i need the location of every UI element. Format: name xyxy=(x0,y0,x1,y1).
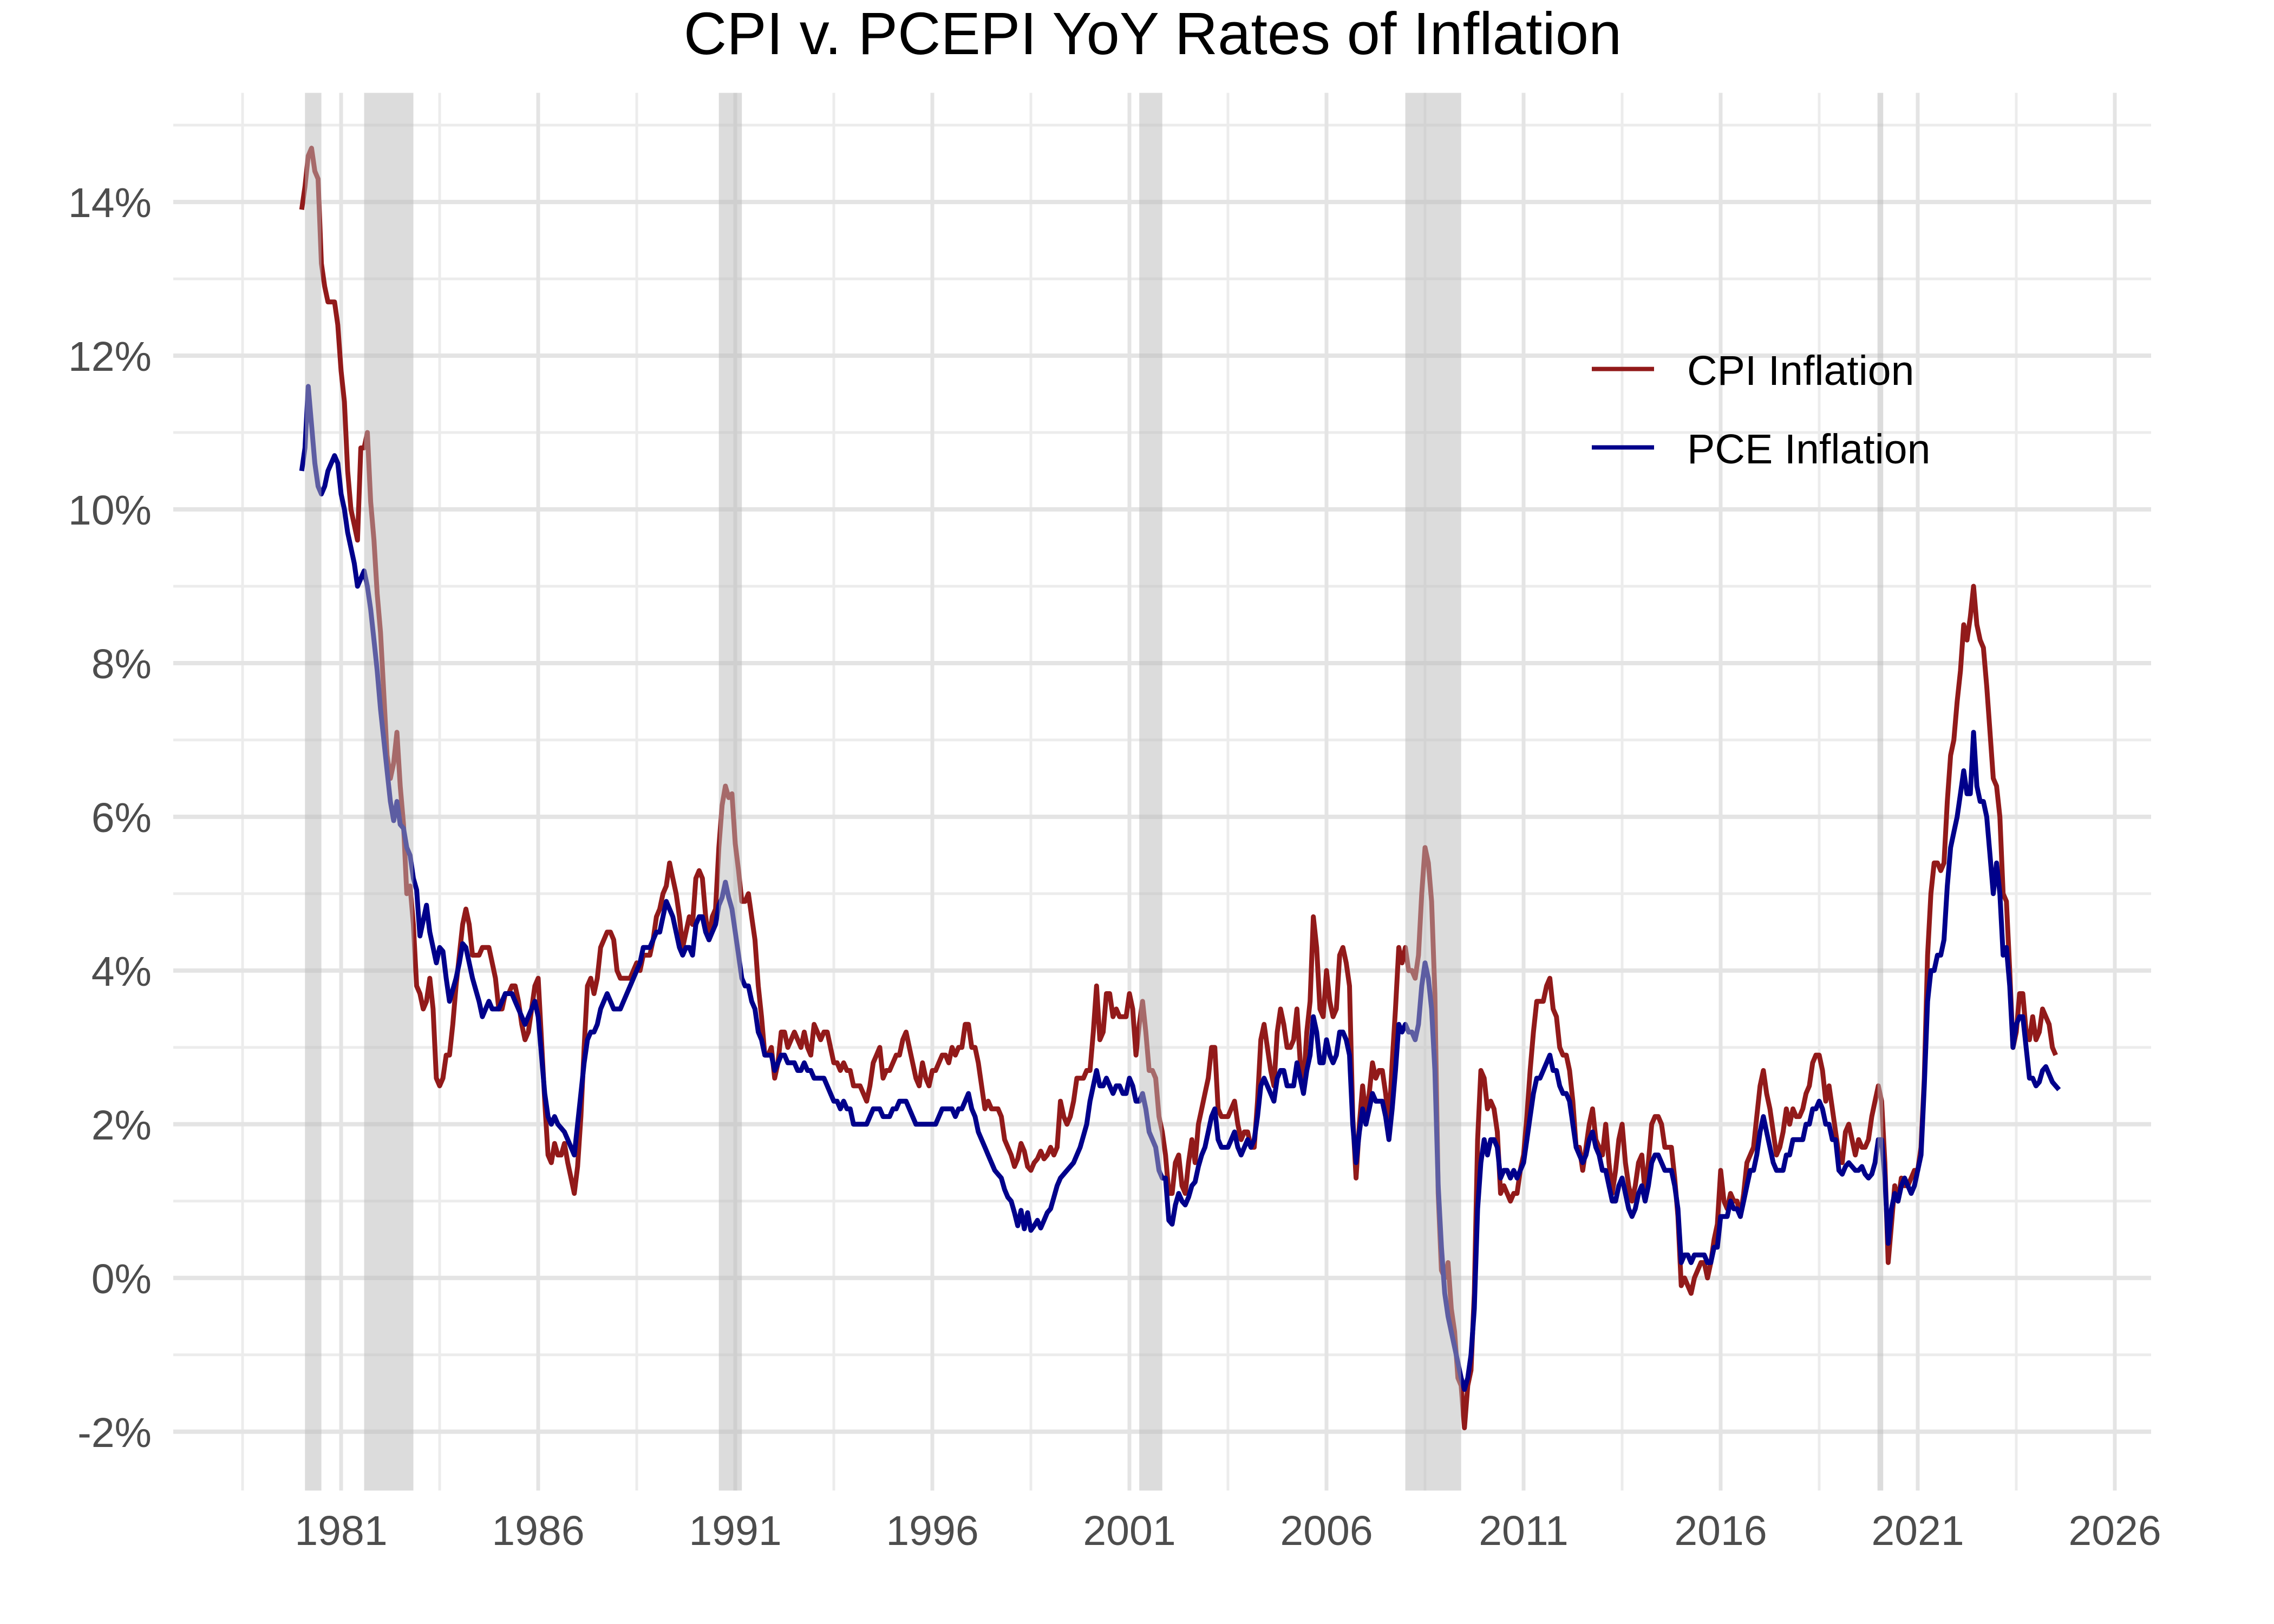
svg-text:PCE Inflation: PCE Inflation xyxy=(1687,426,1930,473)
svg-text:2021: 2021 xyxy=(1871,1508,1964,1554)
svg-text:CPI Inflation: CPI Inflation xyxy=(1687,348,1914,394)
svg-text:2001: 2001 xyxy=(1083,1508,1175,1554)
svg-text:10%: 10% xyxy=(68,487,152,534)
svg-text:2026: 2026 xyxy=(2068,1508,2161,1554)
svg-text:1991: 1991 xyxy=(689,1508,781,1554)
svg-text:2016: 2016 xyxy=(1674,1508,1767,1554)
svg-text:0%: 0% xyxy=(92,1256,152,1302)
svg-text:4%: 4% xyxy=(92,948,152,995)
svg-text:1986: 1986 xyxy=(492,1508,584,1554)
svg-text:2011: 2011 xyxy=(1479,1508,1569,1554)
svg-text:-2%: -2% xyxy=(77,1410,152,1456)
svg-text:6%: 6% xyxy=(92,795,152,841)
svg-text:8%: 8% xyxy=(92,641,152,687)
svg-text:CPI v. PCEPI YoY Rates of Infl: CPI v. PCEPI YoY Rates of Inflation xyxy=(684,1,1622,67)
svg-text:12%: 12% xyxy=(68,333,152,380)
svg-text:2006: 2006 xyxy=(1280,1508,1373,1554)
svg-text:1996: 1996 xyxy=(886,1508,978,1554)
svg-text:14%: 14% xyxy=(68,180,152,226)
svg-text:2%: 2% xyxy=(92,1102,152,1149)
svg-text:1981: 1981 xyxy=(295,1508,387,1554)
